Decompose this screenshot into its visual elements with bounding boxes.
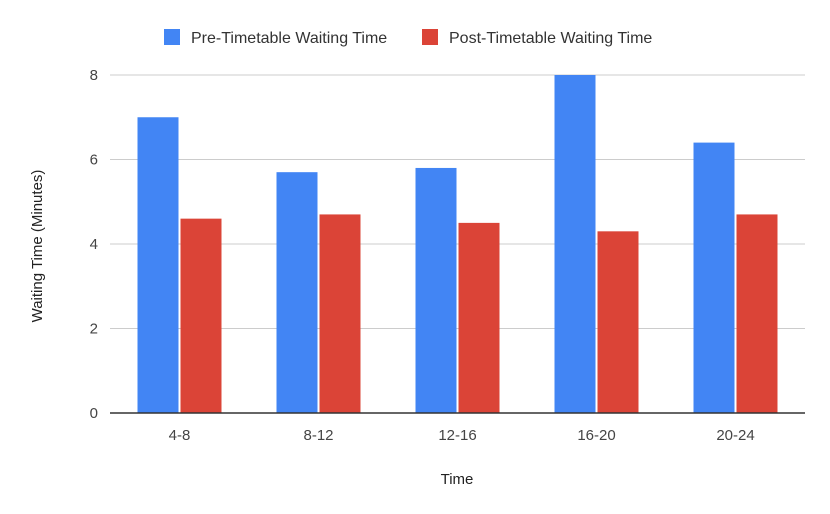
x-axis-ticks: 4-8 8-12 12-16 16-20 20-24 [169,427,755,444]
bar-pre-12-16 [415,167,457,413]
legend-label-pre-timetable: Pre-Timetable Waiting Time [191,30,387,47]
bar-pre-4-8 [137,117,179,413]
bar-post-4-8 [180,218,222,413]
y-tick-label: 6 [90,152,98,169]
x-tick-label: 12-16 [438,427,476,444]
y-tick-label: 8 [90,67,98,84]
y-tick-label: 0 [90,405,98,422]
x-tick-label: 4-8 [169,427,191,444]
x-tick-label: 8-12 [303,427,333,444]
gridlines [110,74,805,329]
bars [137,75,778,413]
y-axis-ticks: 0 2 4 6 8 [90,67,98,422]
x-tick-label: 16-20 [577,427,615,444]
bar-post-16-20 [597,231,639,413]
legend-swatch-post-timetable [422,29,438,45]
y-tick-label: 2 [90,321,98,338]
legend: Pre-Timetable Waiting Time Post-Timetabl… [164,29,652,47]
legend-swatch-pre-timetable [164,29,180,45]
x-axis-title: Time [441,471,474,488]
x-tick-label: 20-24 [716,427,754,444]
bar-pre-8-12 [276,172,318,413]
bar-pre-20-24 [693,142,735,413]
bar-post-20-24 [736,214,778,413]
y-axis-title: Waiting Time (Minutes) [29,170,46,323]
legend-label-post-timetable: Post-Timetable Waiting Time [449,30,652,47]
bar-post-12-16 [458,222,500,413]
bar-post-8-12 [319,214,361,413]
bar-pre-16-20 [554,75,596,413]
y-tick-label: 4 [90,236,98,253]
